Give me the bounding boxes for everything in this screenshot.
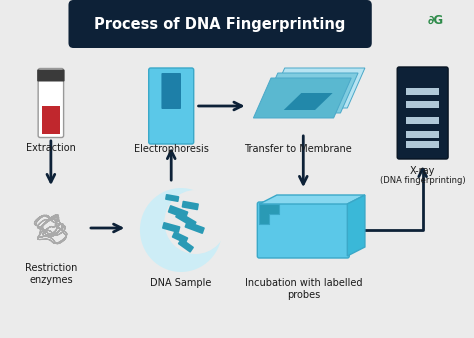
Bar [406, 141, 439, 148]
Circle shape [164, 190, 227, 254]
Text: (DNA fingerprinting): (DNA fingerprinting) [380, 176, 465, 185]
Bar [406, 101, 439, 108]
FancyBboxPatch shape [175, 211, 197, 228]
Text: DNA Sample: DNA Sample [150, 278, 212, 288]
Polygon shape [254, 78, 351, 118]
Text: Incubation with labelled
probes: Incubation with labelled probes [245, 278, 362, 299]
Text: Process of DNA Fingerprinting: Process of DNA Fingerprinting [94, 17, 346, 31]
FancyBboxPatch shape [149, 68, 194, 144]
FancyBboxPatch shape [162, 73, 181, 109]
Polygon shape [259, 204, 279, 224]
Polygon shape [267, 68, 365, 108]
Text: Transfer to Membrane: Transfer to Membrane [245, 144, 352, 154]
Bar [406, 131, 439, 138]
Bar [406, 89, 439, 95]
Polygon shape [259, 195, 365, 204]
Circle shape [140, 188, 222, 272]
FancyBboxPatch shape [168, 205, 188, 219]
FancyBboxPatch shape [397, 67, 448, 159]
Text: Electrophoresis: Electrophoresis [134, 144, 209, 154]
Text: X-ray: X-ray [410, 166, 435, 176]
FancyBboxPatch shape [165, 194, 179, 202]
FancyBboxPatch shape [38, 69, 64, 138]
FancyBboxPatch shape [162, 222, 181, 233]
FancyBboxPatch shape [178, 238, 194, 252]
Text: ∂G: ∂G [427, 14, 444, 26]
FancyBboxPatch shape [37, 70, 64, 81]
FancyBboxPatch shape [184, 221, 205, 234]
Bar [406, 117, 439, 124]
FancyBboxPatch shape [182, 201, 199, 210]
Text: Extraction: Extraction [26, 143, 76, 153]
Polygon shape [284, 93, 333, 110]
Bar [42, 106, 60, 134]
Polygon shape [260, 73, 358, 113]
Text: Restriction
enzymes: Restriction enzymes [25, 263, 77, 285]
Polygon shape [347, 195, 365, 256]
FancyBboxPatch shape [172, 231, 188, 244]
FancyBboxPatch shape [68, 0, 372, 48]
FancyBboxPatch shape [257, 202, 349, 258]
